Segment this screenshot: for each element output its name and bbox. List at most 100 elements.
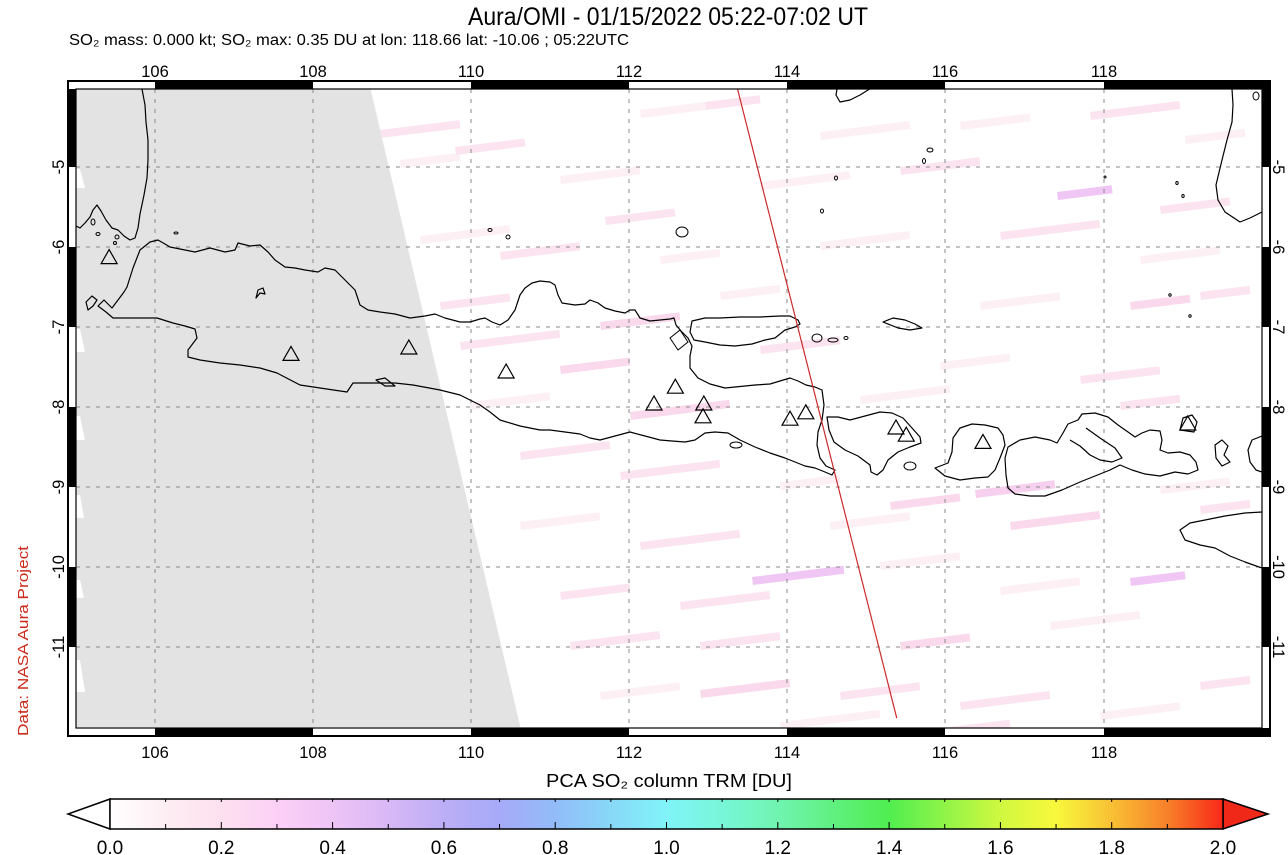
coastline-islet	[1252, 91, 1260, 101]
so2-pixel-stripe	[760, 171, 851, 190]
frame-bar-bottom	[155, 728, 1270, 736]
coastline-sangeang	[1179, 414, 1198, 433]
so2-pixel-stripe	[600, 682, 681, 700]
swath-notch	[76, 329, 85, 352]
volcano-markers	[100, 248, 1197, 449]
lat-label: -8	[1269, 400, 1287, 415]
so2-pixel-stripe	[460, 329, 561, 350]
coastline-islet	[90, 218, 96, 226]
lon-label: 114	[774, 744, 800, 762]
so2-pixel-stripe	[1120, 394, 1181, 410]
so2-pixel-stripe	[639, 101, 711, 118]
so2-pixel-stripe	[939, 353, 1011, 370]
coastline-flores	[1247, 435, 1262, 473]
colorbar-over-arrow	[1222, 797, 1271, 831]
colorbar-tick-label: 2.0	[1210, 838, 1236, 855]
swath-notch	[76, 580, 84, 598]
so2-pixel-stripe	[519, 441, 611, 460]
lon-label: 108	[299, 744, 327, 762]
so2-pixel-stripe	[1200, 675, 1251, 690]
coastline-bawean	[675, 226, 689, 238]
lon-label: 110	[458, 63, 484, 81]
volcano-triangle-icon	[644, 394, 664, 411]
lat-label: -9	[1269, 480, 1287, 495]
so2-pixel-stripe	[899, 633, 971, 650]
colorbar-tick-label: 1.6	[987, 838, 1013, 855]
so2-pixel-stripe	[470, 392, 551, 410]
graticule	[76, 89, 1262, 728]
so2-pixel-stripe	[570, 631, 661, 650]
coastline-islet	[843, 336, 849, 340]
volcano-triangle-icon	[1178, 414, 1197, 431]
so2-pixel-stripe	[1000, 219, 1101, 240]
lat-label: -5	[50, 160, 68, 175]
lon-label: 118	[1091, 63, 1117, 81]
so2-pixel-stripe	[700, 679, 791, 698]
coastline-islet	[505, 234, 511, 240]
colorbar-tick-labels: 0.0 0.2 0.4 0.6 0.8 1.0 1.2 1.4 1.6 1.8 …	[97, 838, 1236, 855]
lon-label: 106	[141, 744, 169, 762]
lon-label: 116	[932, 744, 958, 762]
so2-pixel-stripe	[979, 292, 1061, 310]
orbit-track-line	[736, 89, 898, 719]
colorbar: PCA SO₂ column TRM [DU] 0.0 0.2 0.4 0.6 …	[65, 771, 1271, 855]
frame-bar-top	[155, 81, 1270, 89]
so2-pixel-stripe	[820, 231, 911, 250]
so2-pixel-stripe	[960, 113, 1031, 130]
so2-pixel-stripe	[380, 120, 461, 138]
coastline-nusa-barung	[729, 441, 743, 449]
swath-notch	[76, 416, 85, 440]
lat-label: -10	[1269, 555, 1287, 579]
volcano-triangle-icon	[100, 248, 119, 265]
lon-labels-bottom: 106 108 110 112 114 116 118	[141, 744, 1117, 762]
so2-pixel-stripe	[949, 719, 1011, 728]
so2-pixel-stripe	[680, 591, 771, 610]
so2-pixel-stripe	[839, 682, 921, 700]
so2-pixel-stripe	[605, 208, 676, 225]
coastline-islet	[811, 333, 823, 343]
coastline-madura	[689, 315, 801, 347]
so2-pixel-stripe	[640, 529, 741, 550]
volcano-triangle-icon	[399, 338, 418, 355]
lat-label: -7	[1269, 320, 1287, 335]
coastline-komodo	[1214, 439, 1231, 467]
coastline-kangean	[882, 317, 923, 331]
so2-pixel-stripe	[859, 385, 951, 404]
lon-label: 110	[458, 744, 484, 762]
so2-pixel-stripe	[1100, 702, 1181, 720]
lon-labels-top: 106 108 110 112 114 116 118	[141, 63, 1117, 81]
so2-pixel-stripe	[890, 493, 961, 510]
colorbar-tick-label: 0.6	[431, 838, 457, 855]
coastline-lombok	[934, 423, 1006, 481]
map-frame	[67, 80, 1271, 737]
coastline-sumatra	[76, 89, 149, 241]
coastline-sumba	[1179, 511, 1262, 569]
lat-labels-right: -5 -6 -7 -8 -9 -10 -11	[1269, 160, 1287, 659]
lon-label: 114	[774, 63, 800, 81]
volcano-triangle-icon	[693, 407, 713, 424]
coastline-islet	[827, 337, 839, 343]
so2-pixel-stripe	[1010, 511, 1101, 530]
so2-pixel-stripe	[1050, 611, 1141, 630]
so2-pixel-stripe	[780, 474, 841, 490]
swath-notch	[76, 169, 85, 188]
so2-pixel-stripe	[440, 293, 511, 310]
so2-pixel-stripe	[1200, 499, 1251, 514]
so2-pixel-stripe	[699, 632, 781, 650]
so2-pixel-stripe	[900, 157, 981, 175]
so2-pixel-stripe	[960, 691, 1051, 710]
volcano-triangle-icon	[666, 377, 685, 394]
swath-notch	[76, 660, 85, 692]
so2-pixel-stripe	[720, 284, 781, 300]
volcano-triangle-icon	[973, 433, 993, 449]
so2-pixel-stripe	[1000, 577, 1081, 595]
so2-pixel-stripe	[1140, 246, 1221, 264]
so2-pixel-stripe	[880, 552, 961, 570]
coastline-java	[97, 239, 836, 476]
so2-pixel-stripe	[760, 336, 841, 354]
coastline-islet	[173, 231, 179, 235]
coastline-nusa-kambangan	[375, 377, 396, 387]
lon-label: 106	[141, 63, 169, 81]
swath-edge-notches	[76, 169, 85, 692]
so2-pixel-stripe	[829, 512, 911, 530]
